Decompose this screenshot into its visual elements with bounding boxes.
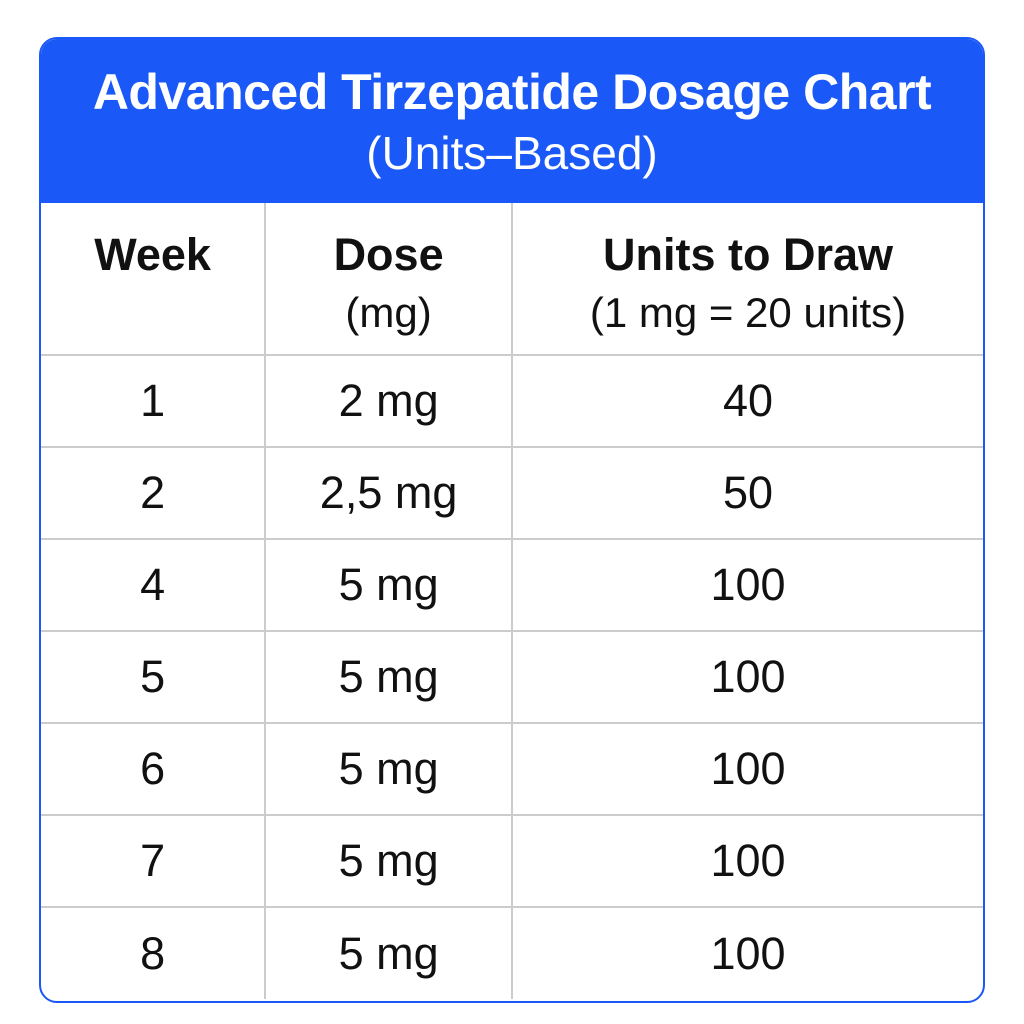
table-row: 5 5 mg 100 [41,630,983,723]
cell-week: 6 [41,722,266,815]
cell-week: 5 [41,630,266,723]
cell-week: 2 [41,446,266,539]
table-row: 4 5 mg 100 [41,538,983,631]
card-header: Advanced Tirzepatide Dosage Chart (Units… [41,39,983,203]
cell-dose: 5 mg [264,630,512,723]
cell-week: 8 [41,906,266,999]
cell-units: 40 [510,354,983,447]
cell-week: 7 [41,814,266,907]
table-row: 1 2 mg 40 [41,354,983,447]
cell-dose: 5 mg [264,814,512,907]
column-label: Week [94,229,211,280]
cell-week: 1 [41,354,266,447]
column-header-week: Week [41,203,265,355]
cell-week: 4 [41,538,266,631]
cell-units: 100 [510,906,983,999]
column-header-dose: Dose (mg) [264,203,512,355]
dosage-table: Week Dose (mg) Units to Draw (1 mg = 20 … [41,203,983,999]
cell-dose: 5 mg [264,722,512,815]
cell-units: 100 [510,814,983,907]
column-sublabel: (mg) [345,289,432,336]
cell-dose: 5 mg [264,906,512,999]
column-sublabel: (1 mg = 20 units) [589,289,907,336]
cell-units: 100 [510,630,983,723]
chart-subtitle: (Units–Based) [366,127,658,179]
table-header-row: Week Dose (mg) Units to Draw (1 mg = 20 … [41,203,983,355]
column-header-units: Units to Draw (1 mg = 20 units) [510,203,983,355]
column-label: Dose [333,229,444,280]
cell-dose: 2,5 mg [264,446,512,539]
cell-units: 50 [510,446,983,539]
table-row: 8 5 mg 100 [41,906,983,999]
dosage-chart-card: Advanced Tirzepatide Dosage Chart (Units… [39,37,985,1003]
table-row: 7 5 mg 100 [41,814,983,907]
cell-dose: 5 mg [264,538,512,631]
cell-dose: 2 mg [264,354,512,447]
table-row: 6 5 mg 100 [41,722,983,815]
cell-units: 100 [510,722,983,815]
table-row: 2 2,5 mg 50 [41,446,983,539]
cell-units: 100 [510,538,983,631]
chart-title: Advanced Tirzepatide Dosage Chart [92,64,932,120]
column-label: Units to Draw [602,229,893,280]
